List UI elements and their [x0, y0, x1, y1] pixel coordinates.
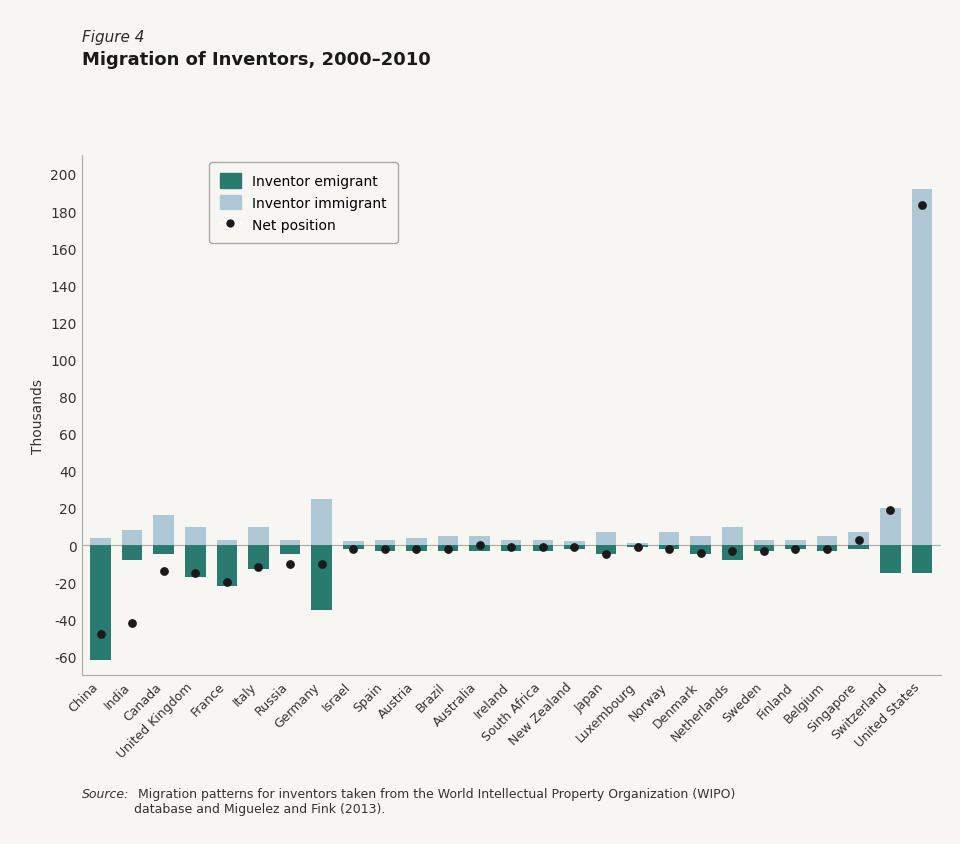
Point	[187, 566, 203, 580]
Bar	[249, 527, 269, 545]
Point	[503, 540, 518, 554]
Point	[693, 546, 708, 560]
Text: Figure 4: Figure 4	[82, 30, 144, 45]
Bar	[438, 545, 458, 551]
Point	[472, 538, 488, 552]
Point	[882, 504, 898, 517]
Bar	[533, 540, 553, 545]
Bar	[469, 545, 490, 551]
Point	[282, 557, 298, 571]
Bar	[469, 536, 490, 545]
Bar	[154, 545, 174, 555]
Bar	[217, 540, 237, 545]
Bar	[249, 545, 269, 570]
Bar	[374, 545, 396, 551]
Bar	[501, 545, 521, 551]
Bar	[849, 533, 869, 545]
Bar	[880, 545, 900, 573]
Bar	[627, 545, 648, 547]
Point	[566, 540, 582, 554]
Point	[409, 543, 424, 556]
Point	[219, 576, 234, 589]
Bar	[279, 545, 300, 555]
Text: Source:: Source:	[82, 787, 129, 799]
Bar	[90, 545, 110, 660]
Bar	[217, 545, 237, 587]
Y-axis label: Thousands: Thousands	[31, 378, 45, 453]
Bar	[690, 536, 711, 545]
Bar	[406, 545, 426, 551]
Bar	[596, 533, 616, 545]
Bar	[817, 545, 837, 551]
Point	[314, 557, 329, 571]
Bar	[627, 544, 648, 545]
Point	[377, 543, 393, 556]
Bar	[185, 545, 205, 577]
Point	[125, 616, 140, 630]
Bar	[90, 538, 110, 545]
Bar	[185, 527, 205, 545]
Legend: Inventor emigrant, Inventor immigrant, Net position: Inventor emigrant, Inventor immigrant, N…	[209, 163, 397, 244]
Bar	[690, 545, 711, 555]
Point	[598, 548, 613, 561]
Point	[535, 540, 550, 554]
Point	[851, 533, 866, 547]
Bar	[343, 545, 364, 549]
Bar	[374, 540, 396, 545]
Point	[756, 544, 772, 558]
Bar	[659, 545, 680, 549]
Point	[914, 199, 929, 213]
Bar	[501, 540, 521, 545]
Bar	[785, 545, 805, 549]
Bar	[659, 533, 680, 545]
Point	[251, 561, 266, 575]
Bar	[817, 536, 837, 545]
Point	[93, 628, 108, 641]
Bar	[122, 531, 142, 545]
Point	[441, 543, 456, 556]
Bar	[912, 545, 932, 573]
Point	[156, 565, 172, 578]
Bar	[849, 545, 869, 549]
Bar	[533, 545, 553, 551]
Bar	[279, 540, 300, 545]
Text: Migration of Inventors, 2000–2010: Migration of Inventors, 2000–2010	[82, 51, 430, 68]
Bar	[596, 545, 616, 555]
Bar	[406, 538, 426, 545]
Bar	[122, 545, 142, 560]
Bar	[311, 499, 332, 545]
Bar	[343, 542, 364, 545]
Point	[346, 543, 361, 556]
Bar	[564, 545, 585, 549]
Bar	[785, 540, 805, 545]
Bar	[754, 545, 774, 551]
Point	[661, 543, 677, 556]
Point	[725, 544, 740, 558]
Text: Migration patterns for inventors taken from the World Intellectual Property Orga: Migration patterns for inventors taken f…	[134, 787, 735, 814]
Bar	[722, 545, 743, 560]
Bar	[880, 508, 900, 545]
Bar	[438, 536, 458, 545]
Bar	[912, 190, 932, 545]
Bar	[311, 545, 332, 610]
Bar	[722, 527, 743, 545]
Bar	[564, 542, 585, 545]
Point	[630, 540, 645, 554]
Point	[820, 543, 835, 556]
Bar	[754, 540, 774, 545]
Point	[788, 543, 804, 556]
Bar	[154, 516, 174, 545]
